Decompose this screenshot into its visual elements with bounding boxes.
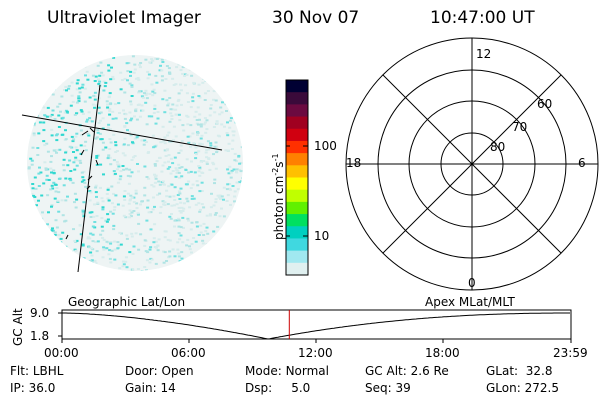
status-door: Door: Open [125,365,194,377]
status-door-label: Door: [125,364,158,378]
status-glon-label: GLon: [486,381,521,395]
colorbar-segment [286,153,308,166]
colorbar-segment [286,116,308,130]
mlt-label-18: 18 [346,156,362,170]
timeline-left-label: Geographic Lat/Lon [68,295,186,309]
status-seq-label: Seq: [365,381,392,395]
status-gcalt: GC Alt: 2.6 Re [365,365,449,377]
colorbar-segment [286,189,308,203]
status-dsp-label: Dsp: [245,381,273,395]
status-glon: GLon: 272.5 [486,382,559,394]
mlat-label-70: 70 [512,120,528,134]
status-gain: Gain: 14 [125,382,176,394]
colorbar-unit-text: photon cm [272,175,286,240]
mlt-label-6: 6 [578,156,586,170]
colorbar-segment [286,226,308,239]
polar-diagonal-2 [382,74,562,254]
geographic-latitude-line [21,114,223,151]
mlat-label-60: 60 [537,97,553,111]
terminator-segments [65,127,99,240]
colorbar-unit-label: photon cm-2s-1 [271,153,286,240]
date-label: 30 Nov 07 [272,8,360,28]
status-seq-value: 39 [395,381,411,395]
colorbar-segment [286,214,308,227]
colorbar-segment [286,165,308,178]
status-flt-label: Flt: [10,364,29,378]
mlt-label-0: 0 [468,276,476,290]
status-flt-value: LBHL [32,364,64,378]
status-ip-label: IP: [10,381,25,395]
uv-image-background [27,55,243,271]
status-gain-value: 14 [160,381,176,395]
status-glat: GLat: 32.8 [486,365,552,377]
status-dsp: Dsp: 5.0 [245,382,310,394]
status-glat-label: GLat: [486,364,519,378]
status-door-value: Open [161,364,194,378]
timeline-ytick-label-top: 9.0 [30,306,50,320]
status-seq: Seq: 39 [365,382,411,394]
status-mode-value: Normal [285,364,329,378]
uv-image-disk [21,55,243,273]
colorbar-segment [286,238,308,252]
timeline-xtick-label-4: 23:59 [553,346,588,360]
timeline-axis-title: GC Alt [11,308,25,346]
colorbar-segment [286,201,308,215]
timeline-ytick-label-bottom: 1.8 [30,329,50,343]
timeline-xtick-label-1: 06:00 [171,346,206,360]
colorbar-segment [286,140,308,154]
status-gcalt-value: 2.6 Re [410,364,449,378]
status-mode-label: Mode: [245,364,282,378]
altitude-curve [62,312,570,340]
status-mode: Mode: Normal [245,365,329,377]
status-ip-value: 36.0 [28,381,56,395]
colorbar-segment [286,262,308,276]
colorbar-segment [286,128,308,142]
colorbar-segment [286,177,308,191]
status-glon-value: 272.5 [524,381,559,395]
status-flt: Flt: LBHL [10,365,63,377]
mlat-label-80: 80 [490,140,506,154]
colorbar-frame [285,79,309,276]
mlt-label-12: 12 [476,47,492,61]
timeline-xtick-label-2: 12:00 [298,346,333,360]
time-label: 10:47:00 UT [430,8,535,28]
colorbar-tick-label-100: 100 [314,139,337,153]
status-gcalt-label: GC Alt: [365,364,407,378]
colorbar-segment [286,104,308,118]
colorbar-segment [286,80,308,93]
colorbar-unit-exp2: -1 [271,153,280,162]
instrument-title: Ultraviolet Imager [47,8,201,28]
colorbar-segment [286,92,308,105]
colorbar-segment [286,250,308,264]
timeline-xtick-label-0: 00:00 [44,346,79,360]
status-glat-value: 32.8 [525,364,553,378]
timeline-xtick-label-3: 18:00 [425,346,460,360]
colorbar-unit-s: s [272,161,286,168]
polar-grid [345,37,599,291]
status-dsp-value: 5.0 [291,381,311,395]
colorbar-unit-exp1: -2 [271,167,280,176]
colorbar-tick-label-10: 10 [314,229,330,243]
timeline-right-label: Apex MLat/MLT [425,295,515,309]
color-scale-bar [285,79,309,276]
status-gain-label: Gain: [125,381,157,395]
status-ip: IP: 36.0 [10,382,55,394]
